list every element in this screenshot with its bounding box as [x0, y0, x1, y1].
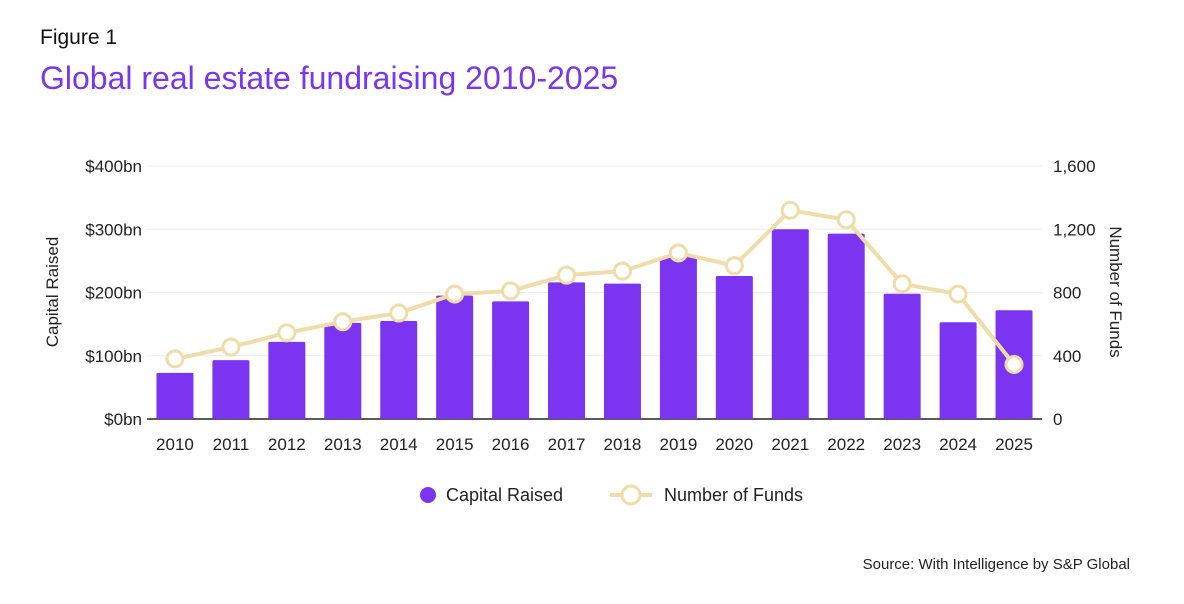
legend-capital-raised-label: Capital Raised	[446, 485, 563, 505]
x-tick-label: 2014	[380, 435, 418, 454]
point-number-of-funds	[948, 284, 968, 304]
left-tick-label: $100bn	[85, 347, 142, 366]
left-tick-label: $300bn	[85, 220, 142, 239]
chart-title: Global real estate fundraising 2010-2025	[40, 60, 619, 96]
x-tick-label: 2015	[436, 435, 474, 454]
x-tick-label: 2023	[883, 435, 921, 454]
right-tick-label: 1,200	[1053, 220, 1096, 239]
point-number-of-funds	[277, 323, 297, 343]
x-axis-ticks: 2010 2011 2012 2013 2014 2015 2016 2017 2018 2019…	[156, 435, 1033, 454]
x-tick-label: 2019	[659, 435, 697, 454]
line-series	[165, 200, 1024, 374]
point-number-of-funds	[221, 337, 241, 357]
right-tick-label: 400	[1053, 347, 1081, 366]
x-tick-label: 2021	[771, 435, 809, 454]
figure-label: Figure 1	[40, 26, 118, 49]
point-number-of-funds	[836, 210, 856, 230]
bar-capital-raised	[603, 283, 641, 419]
right-tick-label: 800	[1053, 284, 1081, 303]
point-number-of-funds	[668, 243, 688, 263]
left-axis-ticks: $0bn $100bn $200bn $300bn $400bn	[85, 157, 142, 429]
bar-capital-raised	[212, 360, 250, 419]
point-number-of-funds	[445, 284, 465, 304]
x-tick-label: 2020	[715, 435, 753, 454]
x-tick-label: 2013	[324, 435, 362, 454]
bar-capital-raised	[324, 322, 362, 419]
right-axis-ticks: 0 400 800 1,200 1,600	[1053, 157, 1096, 429]
bar-capital-raised	[492, 301, 530, 419]
bar-capital-raised	[827, 233, 865, 419]
x-tick-label: 2011	[213, 435, 250, 454]
left-tick-label: $0bn	[104, 410, 142, 429]
source-note: Source: With Intelligence by S&P Global	[862, 556, 1130, 573]
x-tick-label: 2018	[604, 435, 642, 454]
bar-capital-raised	[548, 282, 586, 419]
x-tick-label: 2016	[492, 435, 530, 454]
bar-capital-raised	[771, 229, 809, 419]
point-number-of-funds	[780, 200, 800, 220]
bar-capital-raised	[715, 276, 753, 419]
right-axis-title: Number of Funds	[1106, 226, 1125, 357]
bar-capital-raised	[436, 295, 474, 419]
point-number-of-funds	[612, 261, 632, 281]
point-number-of-funds	[557, 265, 577, 285]
bar-capital-raised	[268, 341, 306, 419]
x-tick-label: 2012	[268, 435, 306, 454]
legend-capital-raised-marker	[420, 487, 436, 503]
bar-capital-raised	[883, 293, 921, 419]
bar-capital-raised	[380, 320, 418, 419]
bar-capital-raised	[939, 322, 977, 419]
bar-capital-raised	[659, 257, 697, 419]
legend-number-of-funds-marker	[620, 484, 642, 506]
point-number-of-funds	[1004, 354, 1024, 374]
left-tick-label: $400bn	[85, 157, 142, 176]
left-axis-title: Capital Raised	[43, 237, 62, 348]
point-number-of-funds	[333, 312, 353, 332]
bar-series	[156, 229, 1033, 419]
bar-capital-raised	[156, 372, 194, 419]
x-tick-label: 2024	[939, 435, 977, 454]
point-number-of-funds	[389, 303, 409, 323]
x-tick-label: 2025	[995, 435, 1033, 454]
point-number-of-funds	[892, 274, 912, 294]
point-number-of-funds	[724, 256, 744, 276]
right-tick-label: 0	[1053, 410, 1062, 429]
left-tick-label: $200bn	[85, 284, 142, 303]
legend: Capital Raised Number of Funds	[420, 484, 803, 506]
point-number-of-funds	[165, 349, 185, 369]
right-tick-label: 1,600	[1053, 157, 1096, 176]
line-number-of-funds	[174, 208, 1016, 366]
x-tick-label: 2010	[156, 435, 194, 454]
x-tick-label: 2022	[827, 435, 865, 454]
x-tick-label: 2017	[548, 435, 586, 454]
legend-number-of-funds-label: Number of Funds	[664, 485, 803, 505]
point-number-of-funds	[501, 281, 521, 301]
